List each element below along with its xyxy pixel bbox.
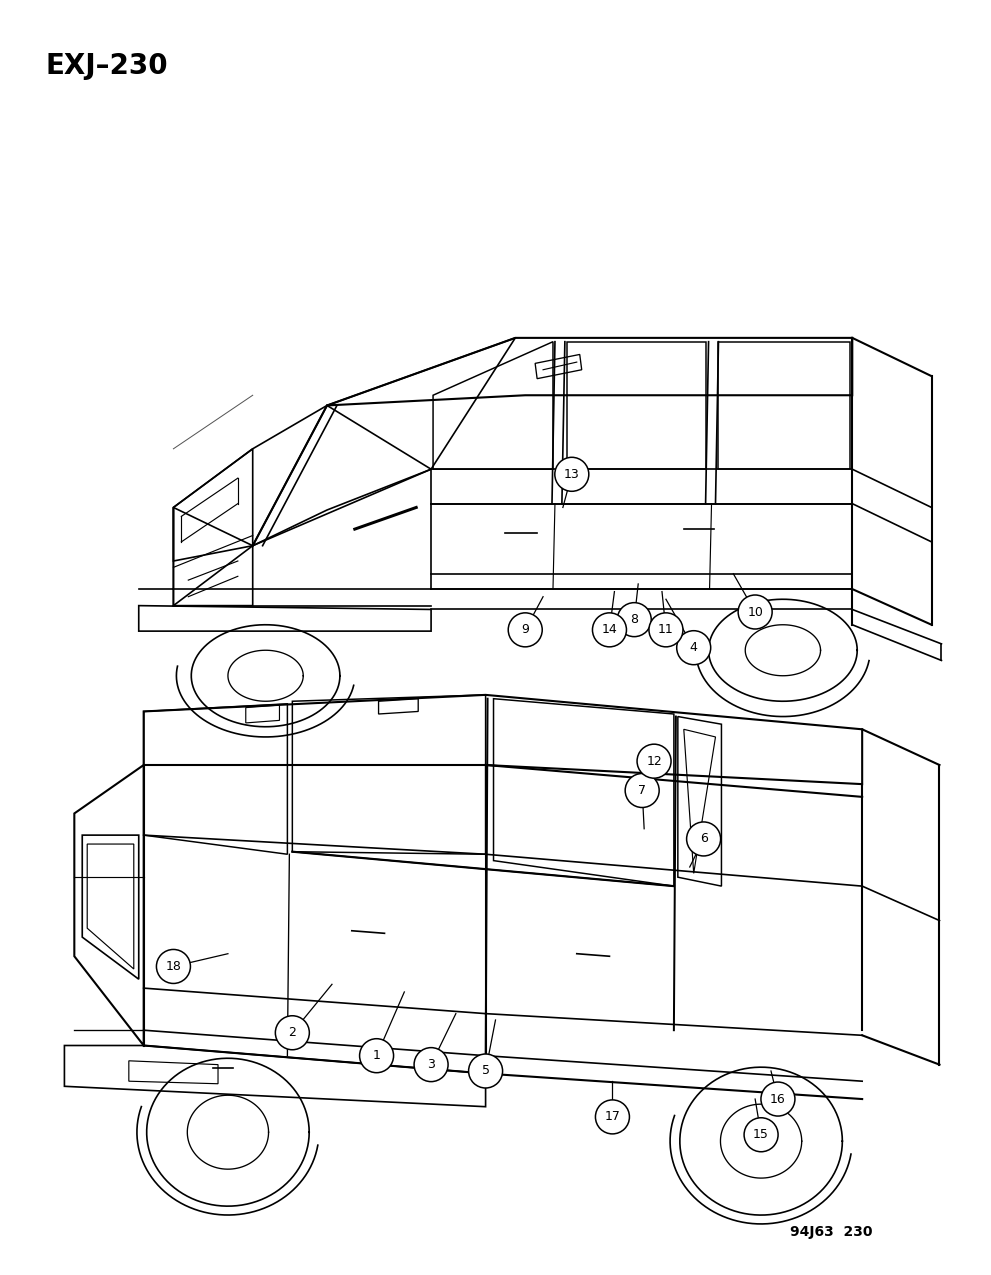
Text: 15: 15 <box>753 1128 769 1141</box>
Circle shape <box>508 613 542 646</box>
Circle shape <box>469 1054 502 1088</box>
Text: 11: 11 <box>658 623 674 636</box>
Circle shape <box>687 822 720 856</box>
Text: 1: 1 <box>373 1049 381 1062</box>
Text: 16: 16 <box>770 1093 786 1105</box>
Text: 13: 13 <box>564 468 580 481</box>
Text: 10: 10 <box>747 606 763 618</box>
Text: 5: 5 <box>482 1065 490 1077</box>
Circle shape <box>414 1048 448 1081</box>
Text: 94J63  230: 94J63 230 <box>790 1225 872 1239</box>
Circle shape <box>617 603 651 636</box>
Text: 4: 4 <box>690 641 698 654</box>
Text: 12: 12 <box>646 755 662 768</box>
Text: 14: 14 <box>602 623 617 636</box>
Circle shape <box>761 1082 795 1116</box>
Circle shape <box>275 1016 309 1049</box>
Text: 8: 8 <box>630 613 638 626</box>
Circle shape <box>677 631 711 664</box>
Text: 6: 6 <box>700 833 708 845</box>
Text: 3: 3 <box>427 1058 435 1071</box>
Circle shape <box>596 1100 629 1133</box>
Circle shape <box>738 595 772 629</box>
Text: EXJ–230: EXJ–230 <box>45 52 167 80</box>
Text: 18: 18 <box>165 960 181 973</box>
Text: 7: 7 <box>638 784 646 797</box>
Circle shape <box>625 774 659 807</box>
Text: 2: 2 <box>288 1026 296 1039</box>
Circle shape <box>360 1039 393 1072</box>
Circle shape <box>593 613 626 646</box>
Circle shape <box>555 458 589 491</box>
Circle shape <box>637 745 671 778</box>
Circle shape <box>157 950 190 983</box>
Text: 9: 9 <box>521 623 529 636</box>
Circle shape <box>649 613 683 646</box>
Text: 17: 17 <box>605 1111 620 1123</box>
Circle shape <box>744 1118 778 1151</box>
